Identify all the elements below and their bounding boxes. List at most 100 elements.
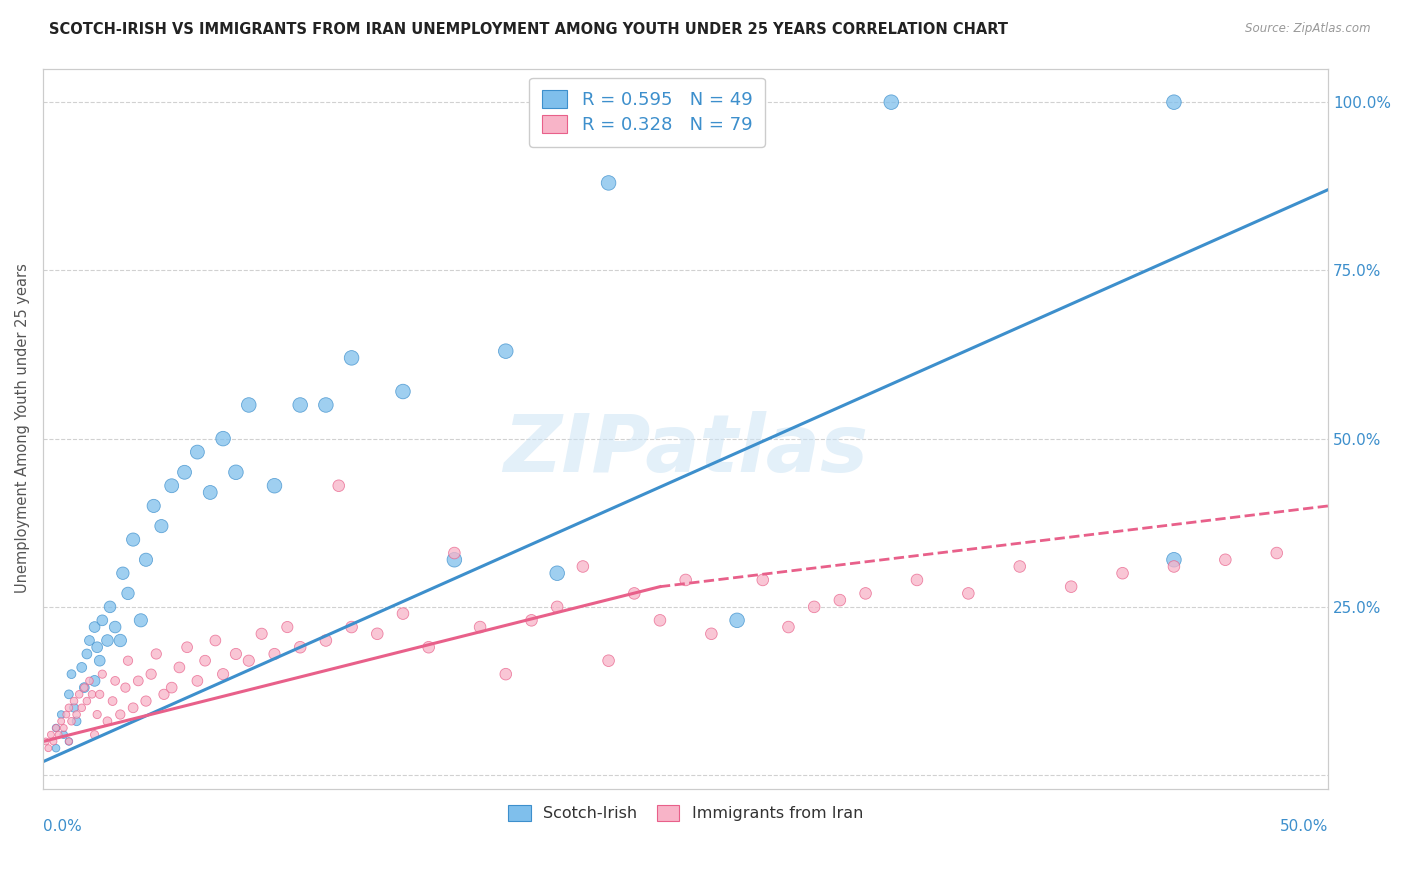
Point — [418, 640, 440, 655]
Point — [328, 479, 350, 493]
Point — [204, 633, 226, 648]
Point — [828, 593, 851, 607]
Y-axis label: Unemployment Among Youth under 25 years: Unemployment Among Youth under 25 years — [15, 264, 30, 593]
Text: Source: ZipAtlas.com: Source: ZipAtlas.com — [1246, 22, 1371, 36]
Point — [91, 667, 114, 681]
Point — [238, 654, 260, 668]
Point — [212, 667, 235, 681]
Point — [1265, 546, 1288, 560]
Point — [67, 687, 90, 701]
Point — [725, 613, 748, 627]
Point — [79, 633, 101, 648]
Point — [127, 673, 149, 688]
Point — [1215, 553, 1237, 567]
Point — [290, 398, 312, 412]
Point — [37, 741, 59, 756]
Point — [104, 673, 127, 688]
Point — [880, 95, 903, 110]
Point — [129, 613, 152, 627]
Point — [173, 465, 195, 479]
Point — [73, 681, 96, 695]
Point — [145, 647, 167, 661]
Point — [101, 694, 124, 708]
Point — [83, 620, 105, 634]
Point — [263, 479, 285, 493]
Point — [98, 599, 121, 614]
Point — [110, 633, 132, 648]
Point — [443, 553, 465, 567]
Point — [340, 351, 363, 365]
Point — [250, 627, 273, 641]
Point — [160, 479, 183, 493]
Point — [169, 660, 191, 674]
Point — [79, 673, 101, 688]
Legend: Scotch-Irish, Immigrants from Iran: Scotch-Irish, Immigrants from Iran — [499, 796, 873, 831]
Point — [315, 633, 337, 648]
Point — [495, 344, 517, 359]
Point — [63, 694, 86, 708]
Point — [392, 384, 415, 399]
Point — [96, 714, 118, 729]
Point — [58, 734, 80, 748]
Point — [855, 586, 877, 600]
Point — [52, 721, 75, 735]
Point — [340, 620, 363, 634]
Point — [135, 694, 157, 708]
Point — [225, 647, 247, 661]
Point — [803, 599, 825, 614]
Point — [89, 654, 111, 668]
Point — [598, 176, 620, 190]
Point — [73, 681, 96, 695]
Point — [194, 654, 217, 668]
Point — [45, 721, 67, 735]
Point — [752, 573, 775, 587]
Point — [186, 445, 208, 459]
Point — [139, 667, 162, 681]
Point — [495, 667, 517, 681]
Text: SCOTCH-IRISH VS IMMIGRANTS FROM IRAN UNEMPLOYMENT AMONG YOUTH UNDER 25 YEARS COR: SCOTCH-IRISH VS IMMIGRANTS FROM IRAN UNE… — [49, 22, 1008, 37]
Point — [122, 533, 145, 547]
Point — [91, 613, 114, 627]
Point — [1163, 553, 1185, 567]
Point — [63, 700, 86, 714]
Text: 50.0%: 50.0% — [1279, 819, 1329, 834]
Point — [778, 620, 800, 634]
Point — [80, 687, 103, 701]
Point — [1163, 95, 1185, 110]
Text: 0.0%: 0.0% — [44, 819, 82, 834]
Point — [468, 620, 491, 634]
Point — [42, 734, 65, 748]
Point — [51, 707, 73, 722]
Point — [70, 660, 93, 674]
Point — [58, 700, 80, 714]
Point — [83, 673, 105, 688]
Point — [83, 728, 105, 742]
Point — [648, 613, 671, 627]
Point — [60, 667, 83, 681]
Point — [65, 714, 87, 729]
Point — [546, 566, 568, 581]
Point — [117, 654, 139, 668]
Point — [225, 465, 247, 479]
Point — [186, 673, 208, 688]
Point — [76, 694, 98, 708]
Point — [1008, 559, 1031, 574]
Point — [104, 620, 127, 634]
Point — [58, 687, 80, 701]
Point — [1060, 580, 1083, 594]
Point — [96, 633, 118, 648]
Point — [200, 485, 222, 500]
Point — [598, 654, 620, 668]
Point — [122, 700, 145, 714]
Point — [675, 573, 697, 587]
Point — [114, 681, 136, 695]
Point — [111, 566, 134, 581]
Point — [176, 640, 198, 655]
Point — [212, 432, 235, 446]
Point — [1163, 559, 1185, 574]
Point — [76, 647, 98, 661]
Point — [52, 728, 75, 742]
Point — [160, 681, 183, 695]
Point — [135, 553, 157, 567]
Point — [110, 707, 132, 722]
